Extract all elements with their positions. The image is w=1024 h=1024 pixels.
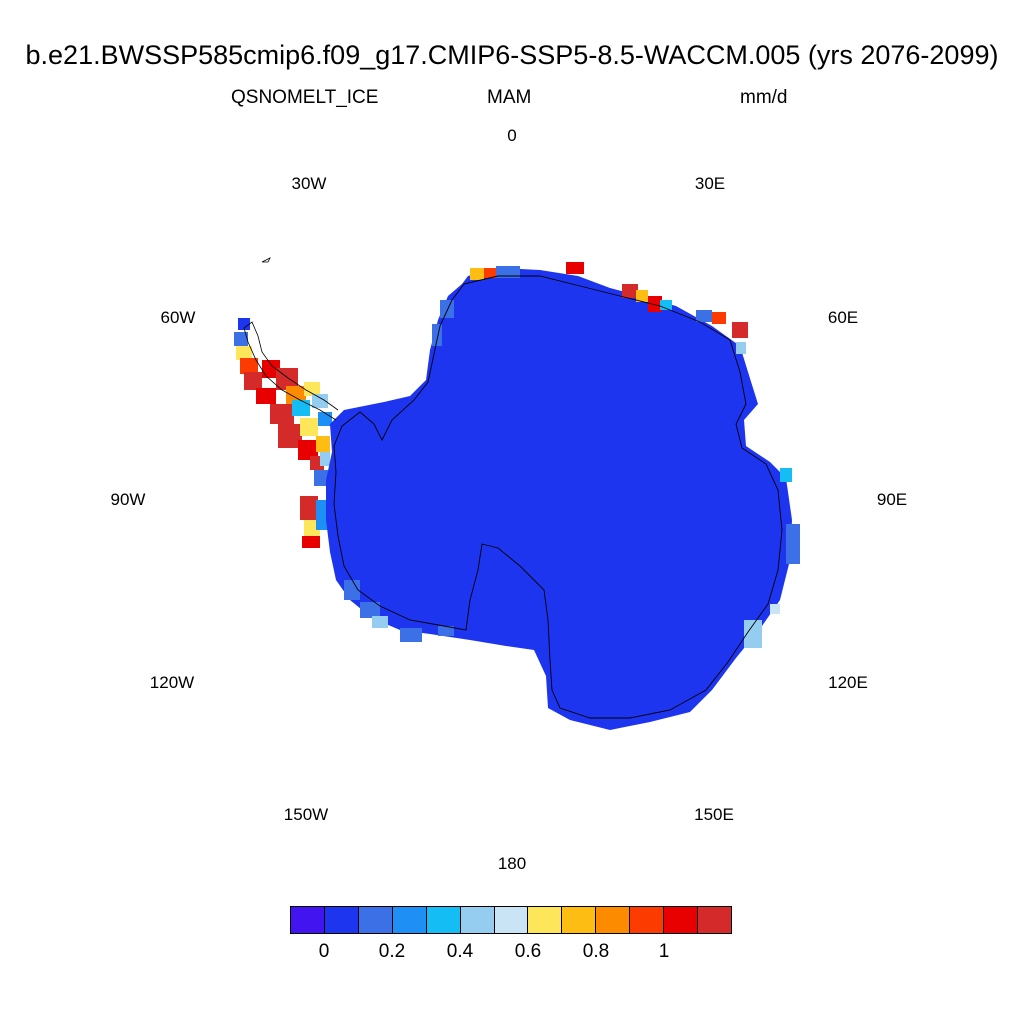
- colorbar-label: 0.2: [378, 941, 406, 962]
- colorbar-swatch: [630, 907, 665, 933]
- colorbar-swatch: [596, 907, 631, 933]
- season-label: MAM: [487, 87, 532, 108]
- peninsula-coastline: [243, 321, 339, 421]
- colorbar-label: 0: [318, 941, 330, 962]
- colorbar-swatch: [528, 907, 563, 933]
- lon-label-150w: 150W: [283, 805, 329, 824]
- colorbar-swatch: [664, 907, 699, 933]
- coastline: [333, 275, 783, 719]
- lon-label-60e: 60E: [827, 308, 859, 327]
- lon-label-90e: 90E: [876, 490, 908, 509]
- lon-label-120w: 120W: [149, 673, 195, 692]
- lon-label-30e: 30E: [694, 174, 726, 193]
- colorbar-swatch: [698, 907, 731, 933]
- coastal-melt-cells: [344, 262, 800, 648]
- colorbar: [290, 906, 732, 934]
- colorbar-swatch: [562, 907, 597, 933]
- colorbar-label: 1: [658, 941, 670, 962]
- lon-label-0: 0: [507, 126, 517, 145]
- colorbar-label: 0.8: [582, 941, 610, 962]
- units-label: mm/d: [740, 87, 788, 108]
- colorbar-swatch: [460, 907, 495, 933]
- lon-label-90w: 90W: [110, 490, 146, 509]
- colorbar-swatch: [324, 907, 359, 933]
- ice-sheet-fill: [326, 268, 792, 730]
- colorbar-swatch: [291, 907, 325, 933]
- colorbar-label: 0.4: [446, 941, 474, 962]
- colorbar-swatch: [358, 907, 393, 933]
- lon-label-150e: 150E: [694, 805, 734, 824]
- peninsula-melt-cells: [234, 318, 332, 548]
- colorbar-swatch: [392, 907, 427, 933]
- colorbar-swatch: [494, 907, 529, 933]
- lon-label-120e: 120E: [828, 673, 868, 692]
- lon-label-180: 180: [497, 854, 527, 873]
- island-outline: [261, 257, 271, 263]
- variable-label: QSNOMELT_ICE: [231, 87, 379, 108]
- plot-title: b.e21.BWSSP585cmip6.f09_g17.CMIP6-SSP5-8…: [25, 40, 999, 70]
- colorbar-swatch: [426, 907, 461, 933]
- lon-label-60w: 60W: [160, 308, 196, 327]
- lon-label-30w: 30W: [291, 174, 327, 193]
- colorbar-label: 0.6: [514, 941, 542, 962]
